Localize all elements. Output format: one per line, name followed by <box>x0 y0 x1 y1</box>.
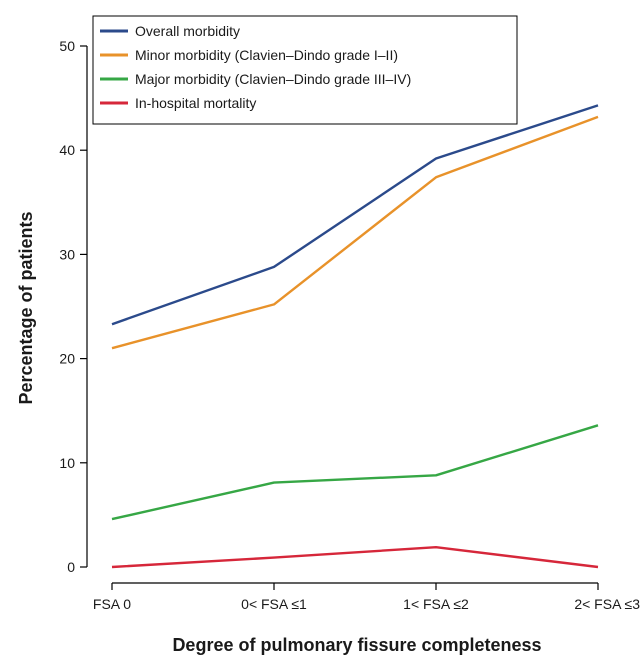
y-tick-label: 50 <box>59 38 75 54</box>
x-tick-label: 1< FSA ≤2 <box>403 596 469 612</box>
series-line <box>111 546 599 569</box>
x-axis-title: Degree of pulmonary fissure completeness <box>172 635 541 655</box>
series-line <box>111 424 599 521</box>
y-axis: 0 10 20 30 40 50 <box>59 38 88 575</box>
legend-box <box>92 15 518 125</box>
legend-label: In-hospital mortality <box>135 95 256 111</box>
y-tick-label: 40 <box>59 142 75 158</box>
legend-label: Major morbidity (Clavien–Dindo grade III… <box>135 71 411 87</box>
x-tick-label: 2< FSA ≤3 <box>574 596 640 612</box>
legend-label: Minor morbidity (Clavien–Dindo grade I–I… <box>135 47 398 63</box>
y-tick-label: 30 <box>59 246 75 262</box>
y-tick-label: 0 <box>67 559 75 575</box>
y-axis-title: Percentage of patients <box>16 211 36 404</box>
series-line <box>111 115 599 350</box>
x-tick-label: FSA 0 <box>93 596 131 612</box>
x-axis: FSA 0 0< FSA ≤1 1< FSA ≤2 2< FSA ≤3 <box>93 582 640 612</box>
legend-label: Overall morbidity <box>135 23 240 39</box>
x-tick-label: 0< FSA ≤1 <box>241 596 307 612</box>
legend: Overall morbidity Minor morbidity (Clavie… <box>92 15 518 125</box>
y-tick-label: 20 <box>59 351 75 367</box>
series-lines <box>111 104 599 569</box>
y-tick-label: 10 <box>59 455 75 471</box>
series-line <box>111 104 599 326</box>
